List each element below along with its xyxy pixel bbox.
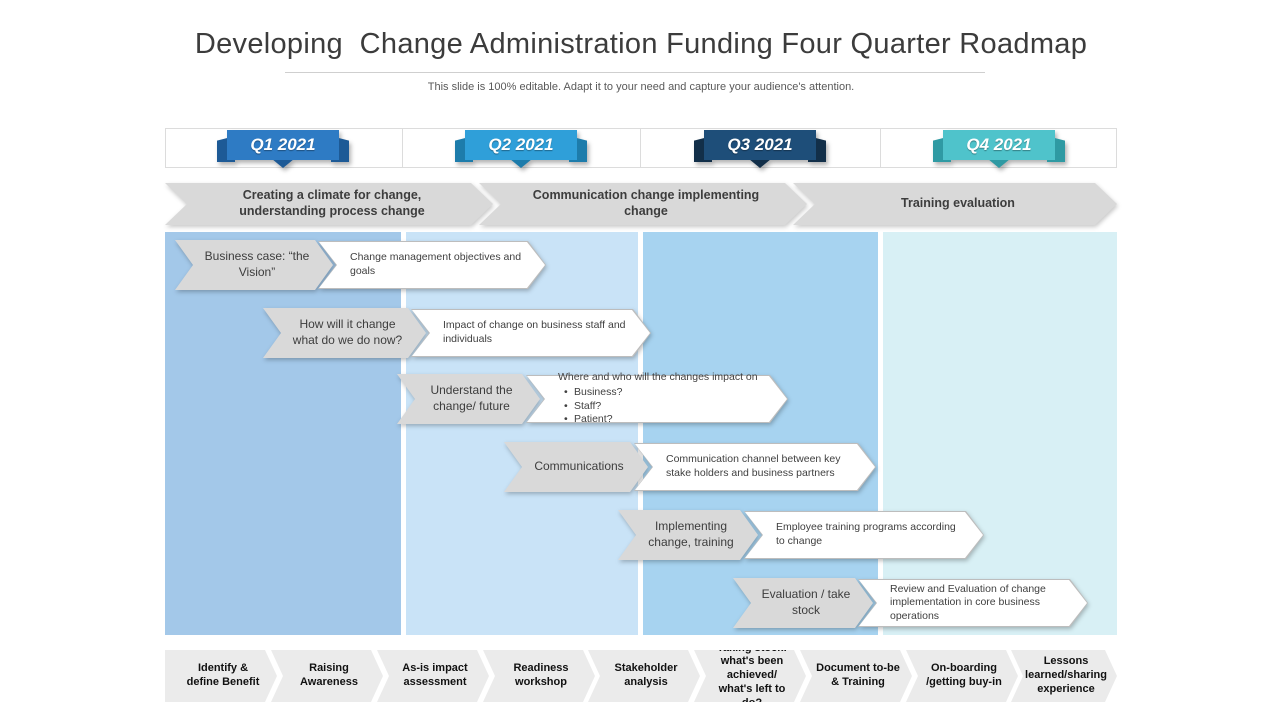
detail-arrow-where-and-who: Where and who will the changes impact on…	[526, 371, 788, 426]
quarter-divider	[880, 128, 881, 167]
detail-text: Where and who will the changes impact on…	[526, 371, 788, 426]
arrow-fill	[745, 512, 983, 558]
quarter-divider	[165, 128, 166, 167]
milestone-row: Understand the change/ future Where and …	[0, 371, 1280, 426]
quarter-label: Q4 2021	[943, 130, 1055, 160]
phase-band: Creating a climate for change, understan…	[0, 183, 1280, 225]
process-step-as-is-impact: As-is impact assessment	[377, 650, 489, 702]
quarter-badge-q2: Q2 2021	[455, 130, 587, 168]
ribbon-tail	[510, 159, 532, 168]
quarter-badge-q4: Q4 2021	[933, 130, 1065, 168]
process-step-document-to-be: Document to-be & Training	[800, 650, 912, 702]
detail-arrow-employee-training: Employee training programs according to …	[744, 511, 984, 559]
milestone-arrow-understand-change: Understand the change/ future	[397, 374, 540, 424]
milestone-arrow-how-will-it-change: How will it change what do we do now?	[263, 308, 426, 358]
milestone-arrow-evaluation: Evaluation / take stock	[733, 578, 873, 628]
slide-subtitle: This slide is 100% editable. Adapt it to…	[427, 81, 855, 93]
bullet-item: Business?	[564, 386, 764, 400]
bullet-item: Patient?	[564, 413, 764, 427]
quarter-badge-q1: Q1 2021	[217, 130, 349, 168]
process-step-raising-awareness: Raising Awareness	[271, 650, 383, 702]
quarter-label: Q1 2021	[227, 130, 339, 160]
milestone-arrow-communications: Communications	[504, 442, 648, 492]
process-step-identify-benefit: Identify & define Benefit	[165, 650, 277, 702]
quarter-label: Q2 2021	[465, 130, 577, 160]
detail-text: Communication channel between key stake …	[666, 453, 841, 479]
timeline-column-q1	[165, 232, 401, 635]
detail-text: Review and Evaluation of change implemen…	[890, 582, 1046, 622]
quarter-divider	[402, 128, 403, 167]
timeline-column-q4	[883, 232, 1117, 635]
milestone-arrow-implementing-change: Implementing change, training	[618, 510, 758, 560]
quarter-divider	[640, 128, 641, 167]
process-step-on-boarding: On-boarding /getting buy-in	[906, 650, 1018, 702]
title-underline	[285, 72, 985, 73]
ribbon-tail	[988, 159, 1010, 168]
phase-arrow-communication-change: Communication change implementing change	[479, 183, 807, 225]
phase-arrow-climate-for-change: Creating a climate for change, understan…	[165, 183, 493, 225]
detail-text: Employee training programs according to …	[776, 521, 956, 547]
quarter-badge-q3: Q3 2021	[694, 130, 826, 168]
detail-arrow-communication-channel: Communication channel between key stake …	[634, 443, 876, 491]
detail-text: Change management objectives and goals	[350, 251, 522, 277]
arrow-fill	[412, 310, 650, 356]
detail-arrow-review-evaluation: Review and Evaluation of change implemen…	[858, 579, 1088, 627]
process-step-taking-stock: Taking stock: what's been achieved/ what…	[694, 650, 806, 702]
milestone-row: Communications Communication channel bet…	[0, 442, 1280, 492]
detail-arrow-objectives: Change management objectives and goals	[318, 241, 546, 289]
milestone-row: Implementing change, training Employee t…	[0, 510, 1280, 560]
process-step-lessons-learned: Lessons learned/sharing experience	[1011, 650, 1117, 702]
ribbon-tail	[272, 159, 294, 168]
arrow-fill	[635, 444, 875, 490]
bullet-item: Staff?	[564, 400, 764, 414]
detail-bullet-list: Business? Staff? Patient?	[558, 386, 764, 427]
detail-arrow-impact: Impact of change on business staff and i…	[411, 309, 651, 357]
detail-text: Impact of change on business staff and i…	[443, 319, 626, 345]
milestone-row: Business case: “the Vision” Change manag…	[0, 240, 1280, 290]
process-step-readiness-workshop: Readiness workshop	[483, 650, 595, 702]
process-step-stakeholder-analysis: Stakeholder analysis	[588, 650, 700, 702]
timeline-column-q3	[643, 232, 878, 635]
ribbon-tail	[749, 159, 771, 168]
phase-arrow-training-evaluation: Training evaluation	[793, 183, 1117, 225]
arrow-fill	[319, 242, 545, 288]
timeline-bottom-rule	[165, 167, 1117, 168]
page-title: Developing Change Administration Funding…	[194, 28, 1088, 60]
timeline-column-q2	[406, 232, 638, 635]
milestone-row: Evaluation / take stock Review and Evalu…	[0, 578, 1280, 628]
milestone-row: How will it change what do we do now? Im…	[0, 308, 1280, 358]
quarter-divider	[1116, 128, 1117, 167]
timeline-top-rule	[165, 128, 1117, 129]
detail-heading: Where and who will the changes impact on	[558, 371, 758, 384]
milestone-arrow-business-case: Business case: “the Vision”	[175, 240, 333, 290]
arrow-fill	[859, 580, 1087, 626]
quarter-label: Q3 2021	[704, 130, 816, 160]
